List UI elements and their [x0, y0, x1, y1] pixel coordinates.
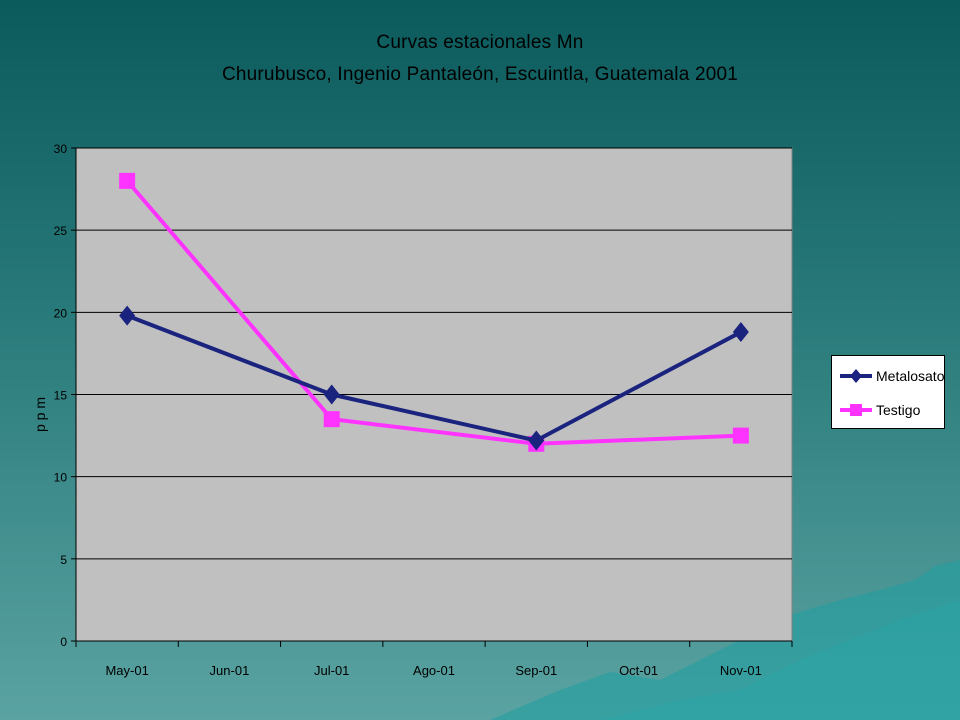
y-tick-label: 5: [60, 553, 67, 567]
legend-label-metalosato: Metalosato: [876, 368, 945, 384]
legend-swatch-testigo: [840, 404, 872, 416]
chart-legend: Metalosato Testigo: [831, 355, 945, 429]
y-tick-label: 30: [54, 142, 68, 156]
y-tick-label: 15: [54, 389, 68, 403]
chart-title-line-1: Curvas estacionales Mn: [376, 32, 584, 53]
x-tick-label: Ago-01: [413, 663, 455, 678]
data-point-testigo: [732, 427, 749, 444]
y-tick-label: 25: [54, 224, 68, 238]
chart-title-line-2: Churubusco, Ingenio Pantaleón, Escuintla…: [221, 64, 739, 85]
y-tick-label: 20: [54, 306, 68, 320]
x-tick-label: Jul-01: [314, 663, 349, 678]
x-tick-label: Nov-01: [720, 663, 762, 678]
y-tick-label: 0: [60, 635, 67, 649]
legend-swatch-metalosato: [840, 369, 872, 383]
data-point-metalosato: [119, 305, 136, 326]
legend-item-metalosato: Metalosato: [838, 366, 945, 386]
legend-label-testigo: Testigo: [876, 402, 921, 418]
x-tick-label: Jun-01: [210, 663, 250, 678]
data-point-metalosato: [528, 430, 545, 451]
x-tick-label: Oct-01: [619, 663, 658, 678]
data-point-testigo: [323, 411, 340, 428]
y-axis-label: p p m: [32, 397, 48, 432]
data-point-testigo: [119, 172, 136, 189]
series-line-metalosato: [126, 313, 742, 443]
data-point-metalosato: [732, 322, 749, 343]
legend-item-testigo: Testigo: [838, 400, 942, 420]
series-line-testigo: [125, 179, 741, 446]
x-tick-label: May-01: [105, 663, 148, 678]
data-point-metalosato: [323, 384, 340, 405]
x-tick-label: Sep-01: [515, 663, 557, 678]
y-tick-label: 10: [54, 471, 68, 485]
